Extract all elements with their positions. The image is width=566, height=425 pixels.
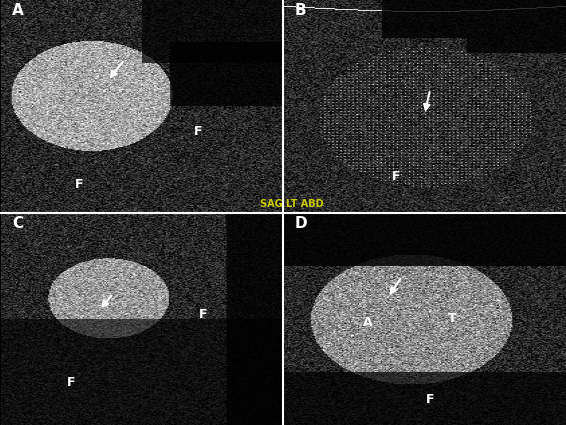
Text: F: F — [67, 376, 75, 389]
Text: F: F — [426, 393, 434, 406]
Text: B: B — [295, 3, 306, 18]
Text: F: F — [392, 170, 401, 183]
Text: F: F — [199, 308, 208, 321]
Text: F: F — [194, 125, 202, 138]
Text: D: D — [295, 216, 307, 231]
Text: SAG LT ABD: SAG LT ABD — [260, 198, 324, 209]
Text: T: T — [448, 312, 457, 325]
Text: F: F — [75, 178, 84, 191]
Text: C: C — [12, 216, 23, 231]
Text: A: A — [12, 3, 24, 18]
Text: A: A — [363, 317, 373, 329]
